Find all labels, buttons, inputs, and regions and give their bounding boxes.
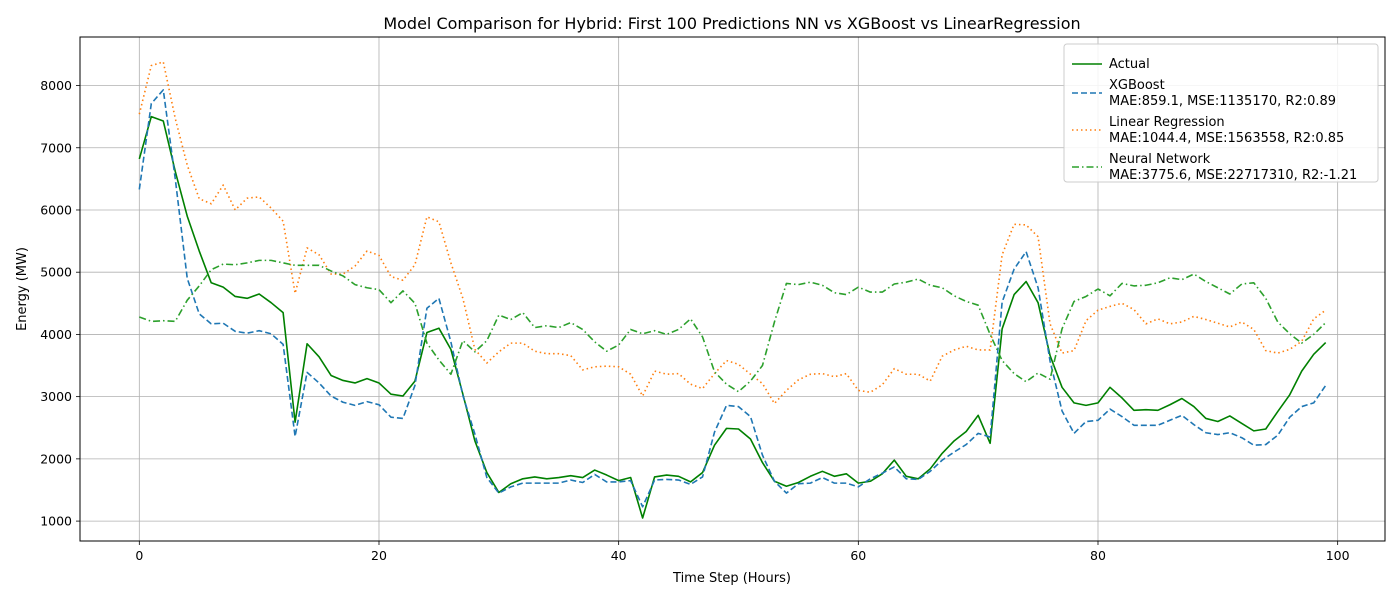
y-tick-label: 1000 — [40, 514, 72, 529]
legend-metrics: MAE:859.1, MSE:1135170, R2:0.89 — [1109, 94, 1336, 109]
series-line-xgboost — [138, 89, 1327, 508]
series-group — [138, 61, 1327, 519]
x-axis: 0 20 40 60 80 100 — [135, 541, 1350, 563]
grid — [80, 37, 1385, 541]
x-tick-label: 80 — [1090, 548, 1106, 563]
y-axis-label: Energy (MW) — [15, 247, 30, 331]
x-tick-label: 20 — [371, 548, 387, 563]
x-tick-label: 40 — [611, 548, 627, 563]
plot-frame — [79, 36, 1386, 542]
legend-label: XGBoost — [1109, 78, 1165, 93]
x-axis-label: Time Step (Hours) — [672, 571, 791, 586]
y-tick-label: 3000 — [40, 389, 72, 404]
chart-title: Model Comparison for Hybrid: First 100 P… — [383, 14, 1080, 33]
legend-metrics: MAE:1044.4, MSE:1563558, R2:0.85 — [1109, 131, 1344, 146]
y-tick-label: 4000 — [40, 327, 72, 342]
x-tick-label: 60 — [850, 548, 866, 563]
y-axis: 1000 2000 3000 4000 5000 6000 7000 8000 — [40, 78, 80, 529]
legend-metrics: MAE:3775.6, MSE:22717310, R2:-1.21 — [1109, 168, 1357, 183]
y-tick-label: 7000 — [40, 140, 72, 155]
y-tick-label: 2000 — [40, 451, 72, 466]
legend-label: Linear Regression — [1109, 115, 1225, 130]
series-line-actual — [138, 115, 1327, 519]
series-line-neural-network — [139, 259, 1327, 393]
legend-label: Neural Network — [1109, 152, 1211, 167]
y-tick-label: 8000 — [40, 78, 72, 93]
x-tick-label: 0 — [135, 548, 143, 563]
legend-label: Actual — [1109, 57, 1150, 72]
x-tick-label: 100 — [1326, 548, 1350, 563]
y-tick-label: 5000 — [40, 265, 72, 280]
y-tick-label: 6000 — [40, 202, 72, 217]
legend-box — [1063, 43, 1379, 183]
